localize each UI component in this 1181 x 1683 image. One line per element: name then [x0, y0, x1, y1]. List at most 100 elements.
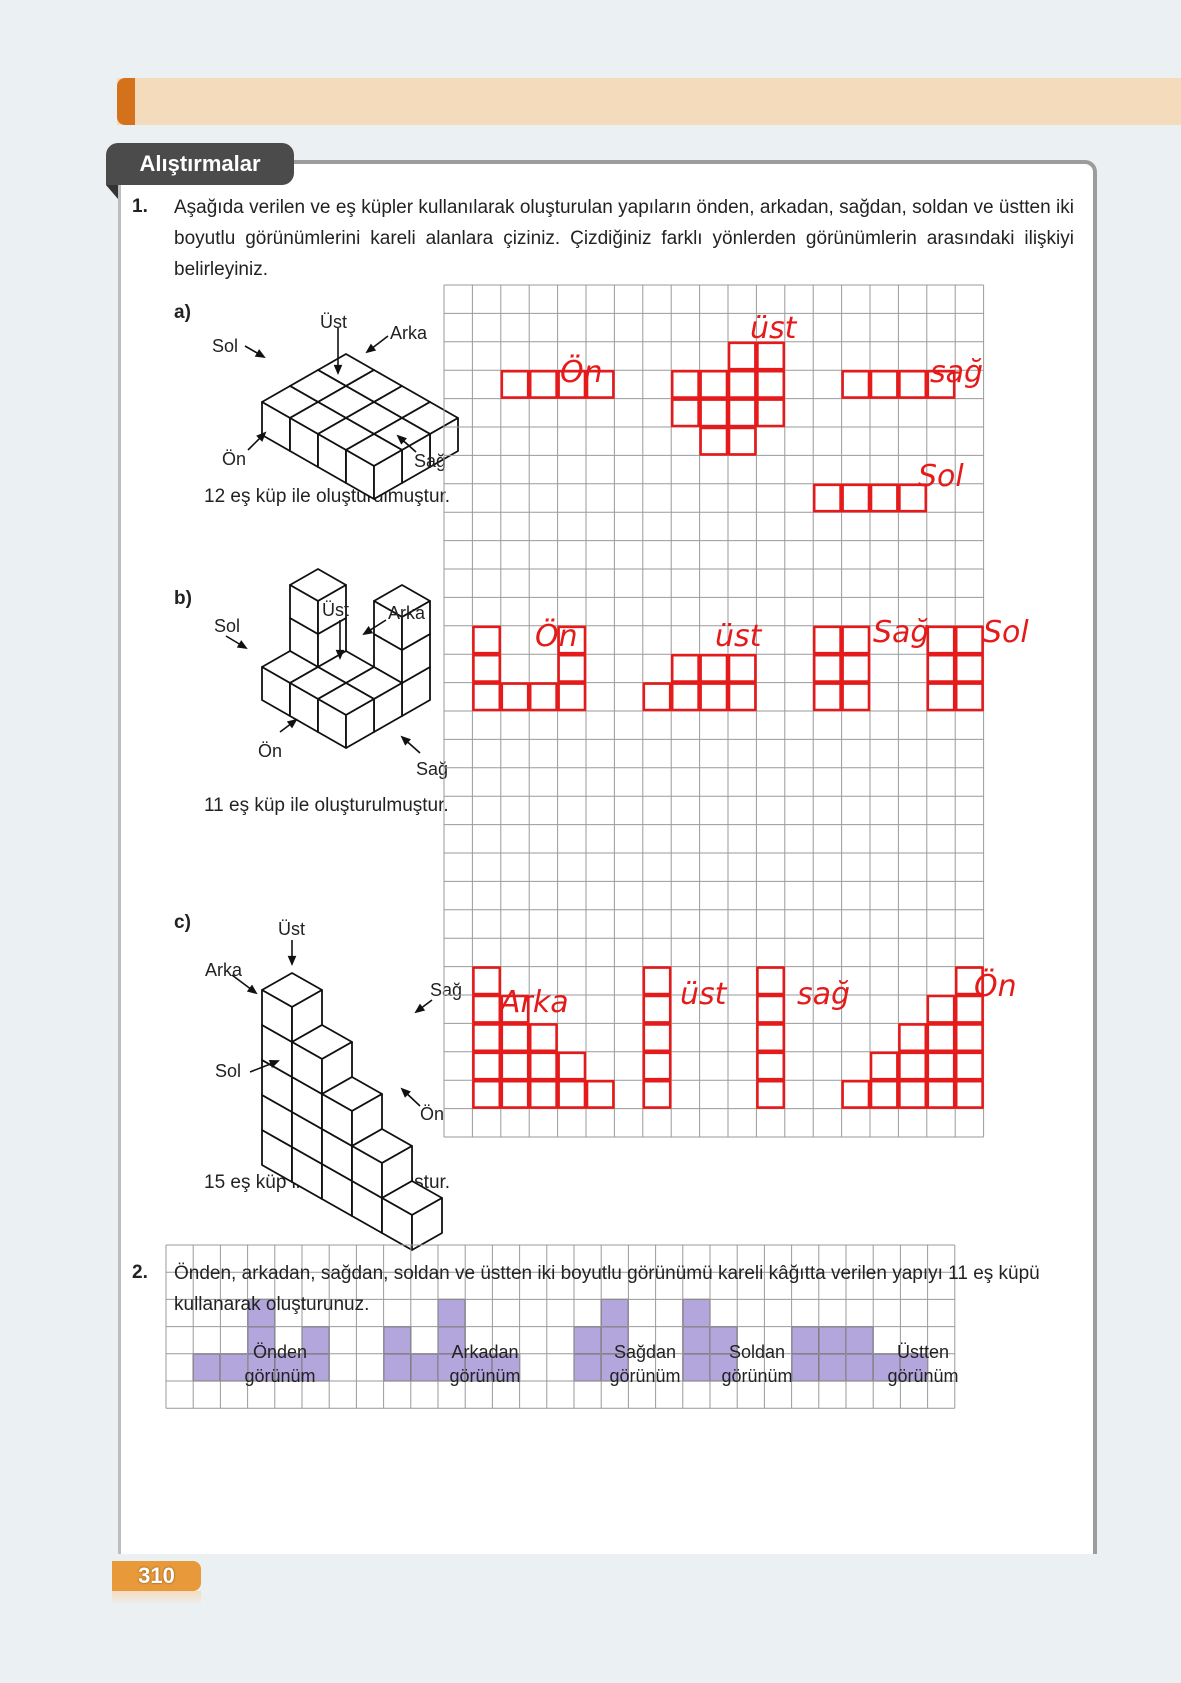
handwritten-cell [472, 966, 502, 996]
handwritten-cell [500, 1051, 530, 1081]
section-tab: Alıştırmalar [106, 143, 294, 185]
label-a-sol: Sol [212, 336, 238, 356]
arrowhead-icon [246, 984, 258, 995]
label-c-on: Ön [420, 1104, 444, 1124]
view-subtitle-arkadan: görünüm [449, 1366, 520, 1386]
handwritten-cell [642, 1079, 672, 1109]
handwritten-cell [841, 625, 871, 655]
handwritten-cell [472, 1023, 502, 1053]
handwritten-cell [557, 653, 587, 683]
view-subtitle-soldan: görünüm [721, 1366, 792, 1386]
handwritten-cell [528, 1051, 558, 1081]
arrowhead-icon [362, 625, 374, 636]
cube-side-face [373, 449, 403, 500]
handwritten-cell [954, 966, 984, 996]
hw-b-sol: Sol [983, 615, 1029, 650]
q2-grid [165, 1244, 956, 1409]
view-cell [790, 1353, 820, 1382]
arrowhead-icon [400, 735, 411, 746]
hw-a-sol: Sol [918, 459, 964, 494]
handwritten-cell [500, 1023, 530, 1053]
part-c-label: c) [174, 912, 191, 933]
handwritten-cell [528, 682, 558, 712]
handwritten-cell [812, 483, 842, 513]
handwritten-cell [926, 1051, 956, 1081]
view-title-arkadan: Arkadan [451, 1342, 518, 1362]
cube-structure-a [261, 353, 459, 500]
tab-corner [106, 185, 118, 199]
handwritten-cell [756, 1023, 786, 1053]
handwritten-cell [500, 994, 530, 1024]
view-title-ustten: Üstten [897, 1342, 949, 1362]
view-cell [600, 1353, 630, 1382]
handwritten-cell [841, 682, 871, 712]
view-cell [818, 1353, 847, 1382]
cube-structure-c [261, 972, 443, 1251]
handwritten-cell [642, 682, 672, 712]
cube-structure-b [261, 568, 431, 749]
handwritten-cell [812, 625, 842, 655]
label-a-on: Ön [222, 449, 246, 469]
handwritten-cell [727, 426, 757, 456]
view-cell [383, 1353, 412, 1382]
arrowhead-icon [286, 718, 298, 729]
hw-c-arka: Arka [498, 985, 569, 1020]
label-a-ust: Üst [320, 312, 347, 332]
handwritten-cell [841, 369, 871, 399]
handwritten-cell [841, 653, 871, 683]
page-number-fade [112, 1591, 201, 1605]
label-a-sag: Sağ [414, 451, 446, 471]
handwritten-cell [954, 625, 984, 655]
handwritten-cell [500, 1079, 530, 1109]
view-title-soldan: Soldan [729, 1342, 785, 1362]
handwritten-cell [756, 994, 786, 1024]
handwritten-cell [756, 966, 786, 996]
arrowhead-icon [256, 431, 267, 442]
handwritten-cell [926, 682, 956, 712]
handwritten-cell [869, 1079, 899, 1109]
handwritten-cell [812, 653, 842, 683]
hw-c-sag: sağ [797, 977, 850, 1012]
view-subtitle-sagdan: görünüm [609, 1366, 680, 1386]
arrowhead-icon [365, 343, 377, 354]
handwritten-cell [812, 682, 842, 712]
handwritten-cell [642, 966, 672, 996]
handwritten-cell [699, 369, 729, 399]
handwritten-cell [954, 994, 984, 1024]
label-b-sag: Sağ [416, 759, 448, 779]
hw-a-on: Ön [560, 354, 603, 390]
handwritten-cell [926, 369, 956, 399]
handwritten-cell [898, 483, 928, 513]
cube-side-face [401, 600, 431, 651]
handwritten-cell [699, 682, 729, 712]
handwritten-cell [699, 653, 729, 683]
label-c-arka: Arka [205, 960, 243, 980]
handwritten-cell [898, 1079, 928, 1109]
label-a-arka: Arka [390, 323, 428, 343]
handwritten-cell [926, 653, 956, 683]
hw-c-ust: üst [680, 977, 728, 1012]
view-cell [682, 1325, 711, 1355]
handwritten-cell [557, 1079, 587, 1109]
handwritten-cell [670, 398, 700, 428]
handwritten-cell [500, 682, 530, 712]
question-1-number: 1. [132, 196, 148, 217]
view-cell [573, 1325, 602, 1355]
handwritten-cell [472, 682, 502, 712]
handwritten-cell [954, 653, 984, 683]
handwritten-cell [898, 369, 928, 399]
view-cell [790, 1325, 820, 1355]
view-cell [573, 1353, 602, 1382]
handwritten-cell [756, 1079, 786, 1109]
header-band-accent [117, 78, 135, 125]
handwritten-cell [642, 1023, 672, 1053]
handwritten-cell [528, 369, 558, 399]
label-b-arka: Arka [388, 603, 426, 623]
handwritten-cell [926, 1023, 956, 1053]
handwritten-answers [472, 341, 984, 1109]
handwritten-cell [472, 653, 502, 683]
arrowhead-icon [254, 349, 266, 359]
handwritten-cell [954, 1023, 984, 1053]
handwritten-cell [869, 369, 899, 399]
hw-c-on: Ön [974, 968, 1017, 1004]
